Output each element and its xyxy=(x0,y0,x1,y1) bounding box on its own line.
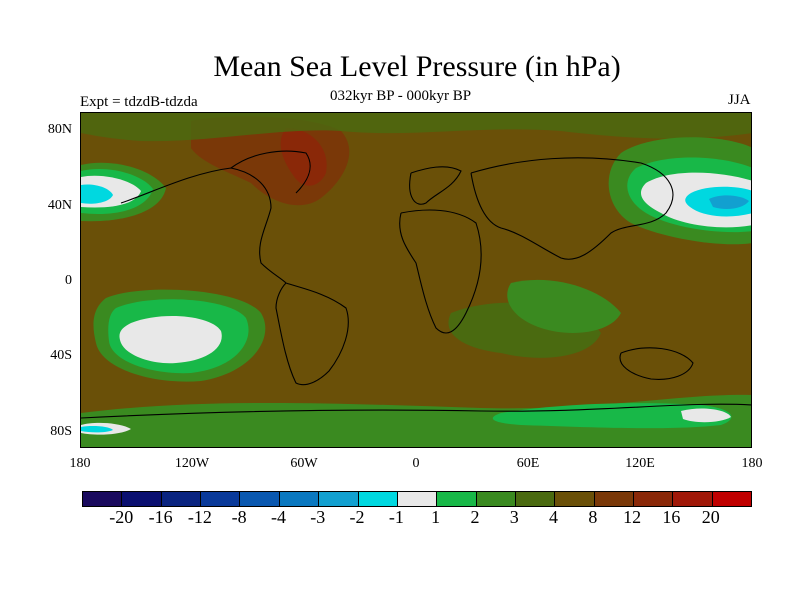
lon-label-120w: 120W xyxy=(174,456,210,471)
colorbar-label: -16 xyxy=(148,507,173,527)
colorbar-label: -20 xyxy=(109,507,134,527)
antarctic-white-patch xyxy=(681,408,731,423)
colorbar-label: -2 xyxy=(349,507,365,527)
colorbar-swatch xyxy=(83,492,123,506)
pressure-anomaly-map xyxy=(81,113,751,447)
colorbar-label: -8 xyxy=(231,507,247,527)
colorbar-swatch xyxy=(634,492,674,506)
lon-label-180e: 180 xyxy=(741,456,763,471)
lon-label-60e: 60E xyxy=(516,456,540,471)
south-pacific-white xyxy=(119,316,222,364)
colorbar-swatch xyxy=(476,492,516,506)
north-pacific-east-cyan xyxy=(81,184,113,204)
colorbar-label: 3 xyxy=(509,507,519,527)
lat-label-40n: 40N xyxy=(47,198,72,213)
north-pacific-west-blue xyxy=(709,195,749,209)
lat-label-0: 0 xyxy=(65,273,72,288)
map-plot-area xyxy=(80,112,752,448)
southern-bright-band xyxy=(492,403,732,429)
colorbar-label: 20 xyxy=(701,507,720,527)
lat-label-40s: 40S xyxy=(50,348,72,363)
season-label: JJA xyxy=(728,92,751,108)
lon-label-120e: 120E xyxy=(625,456,655,471)
colorbar-swatch xyxy=(319,492,359,506)
coastlines xyxy=(81,150,751,419)
lat-label-80n: 80N xyxy=(47,122,72,137)
lon-label-60w: 60W xyxy=(290,456,318,471)
indian-ocean-region xyxy=(507,279,621,333)
colorbar-swatch xyxy=(161,492,202,506)
arctic-band xyxy=(81,113,751,142)
colorbar-label: 16 xyxy=(662,507,681,527)
experiment-label: Expt = tdzdB-tdzda xyxy=(80,94,198,110)
colorbar-swatch xyxy=(673,492,713,506)
southwest-cyan-patch xyxy=(81,426,113,433)
chart-title: Mean Sea Level Pressure (in hPa) xyxy=(213,50,621,83)
colorbar-label: -4 xyxy=(270,507,286,527)
colorbar-label: -3 xyxy=(310,507,326,527)
colorbar-label: 12 xyxy=(623,507,642,527)
lon-label-180w: 180 xyxy=(69,456,91,471)
colorbar-swatch xyxy=(279,492,320,506)
colorbar-swatch xyxy=(594,492,635,506)
colorbar xyxy=(82,491,752,507)
colorbar-swatch xyxy=(712,492,752,506)
colorbar-swatch xyxy=(201,492,241,506)
colorbar-swatch xyxy=(397,492,438,506)
colorbar-label: 2 xyxy=(470,507,480,527)
lat-label-80s: 80S xyxy=(50,424,72,439)
colorbar-label: 1 xyxy=(431,507,441,527)
lon-label-0: 0 xyxy=(412,456,420,471)
colorbar-swatch xyxy=(555,492,595,506)
colorbar-swatch xyxy=(240,492,280,506)
greenland-max-region xyxy=(280,128,327,186)
colorbar-label: -1 xyxy=(388,507,404,527)
colorbar-label: 4 xyxy=(549,507,559,527)
colorbar-swatch xyxy=(515,492,556,506)
colorbar-label: 8 xyxy=(588,507,598,527)
colorbar-label: -12 xyxy=(187,507,212,527)
chart-subtitle: 032kyr BP - 000kyr BP xyxy=(330,88,472,104)
colorbar-swatch xyxy=(437,492,477,506)
colorbar-swatch xyxy=(358,492,398,506)
colorbar-swatch xyxy=(122,492,162,506)
